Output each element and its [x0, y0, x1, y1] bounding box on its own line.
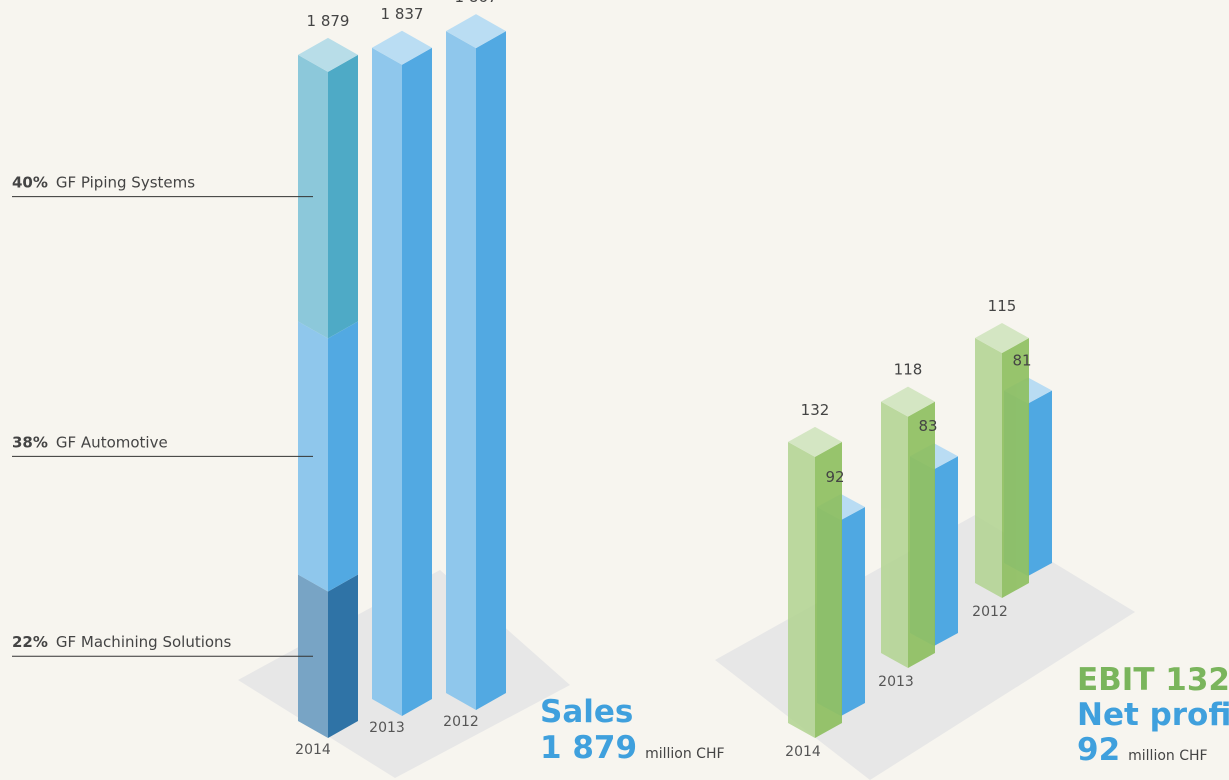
- bar-top-face: [975, 323, 1029, 354]
- headline: Net profit: [1077, 697, 1229, 733]
- bar: [881, 386, 935, 668]
- bar-right-face: [1028, 390, 1052, 576]
- value-label: 118: [894, 361, 923, 379]
- segment-label: 40% GF Piping Systems: [12, 174, 195, 192]
- unit: million CHF: [645, 746, 724, 762]
- bar-left-face: [881, 401, 908, 668]
- bar-right-face: [908, 401, 935, 668]
- segment-share: 38%: [12, 433, 48, 451]
- bar: [446, 14, 506, 711]
- segment-name: GF Piping Systems: [56, 174, 195, 192]
- segment-name: GF Machining Solutions: [56, 633, 232, 651]
- bar-right-face: [934, 456, 958, 646]
- bar-right-face: [328, 54, 358, 339]
- bar-right-face: [476, 31, 506, 711]
- bars: [298, 14, 1052, 738]
- bar-right-face: [815, 441, 842, 738]
- bar-right-face: [328, 574, 358, 738]
- bar-top-face: [372, 30, 432, 65]
- bar-left-face: [372, 47, 402, 716]
- segment-name: GF Automotive: [56, 433, 168, 451]
- headline: Sales: [540, 694, 633, 730]
- x-tick-label: 2014: [295, 742, 331, 758]
- bar-top-face: [881, 386, 935, 417]
- headline-value: 1 879: [540, 730, 637, 766]
- headline: 1 879 million CHF: [540, 730, 725, 766]
- bar: [298, 37, 358, 339]
- headline-value: 92: [1077, 732, 1120, 768]
- value-label: 92: [825, 468, 844, 486]
- value-label: 132: [801, 401, 830, 419]
- segment-label: 38% GF Automotive: [12, 433, 168, 451]
- bar-right-face: [402, 47, 432, 716]
- headline: 92 million CHF: [1077, 732, 1208, 768]
- x-tick-label: 2014: [785, 744, 821, 760]
- segment-share: 40%: [12, 174, 48, 192]
- bar: [975, 323, 1029, 598]
- x-tick-label: 2012: [443, 714, 479, 730]
- x-tick-label: 2013: [369, 720, 405, 736]
- x-tick-label: 2013: [878, 674, 914, 690]
- bar-right-face: [328, 321, 358, 592]
- segment-label: 22% GF Machining Solutions: [12, 633, 232, 651]
- bar-right-face: [841, 507, 865, 716]
- bar: [372, 30, 432, 716]
- value-label: 1 879: [307, 12, 350, 30]
- bar: [788, 426, 842, 738]
- unit: million CHF: [1128, 748, 1207, 764]
- value-label: 81: [1012, 351, 1031, 369]
- bar-left-face: [975, 338, 1002, 598]
- headline: EBIT 132: [1077, 662, 1229, 698]
- bar-top-face: [298, 37, 358, 72]
- bar-right-face: [1002, 338, 1029, 598]
- bar-top-face: [446, 14, 506, 49]
- bar-left-face: [788, 441, 815, 738]
- segment-share: 22%: [12, 633, 48, 651]
- value-label: 115: [988, 297, 1017, 315]
- value-label: 1 837: [381, 5, 424, 23]
- value-label: 1 867: [455, 0, 498, 6]
- bar-left-face: [446, 31, 476, 711]
- bar-top-face: [788, 426, 842, 457]
- bar: [298, 304, 358, 592]
- value-label: 83: [918, 417, 937, 435]
- x-tick-label: 2012: [972, 604, 1008, 620]
